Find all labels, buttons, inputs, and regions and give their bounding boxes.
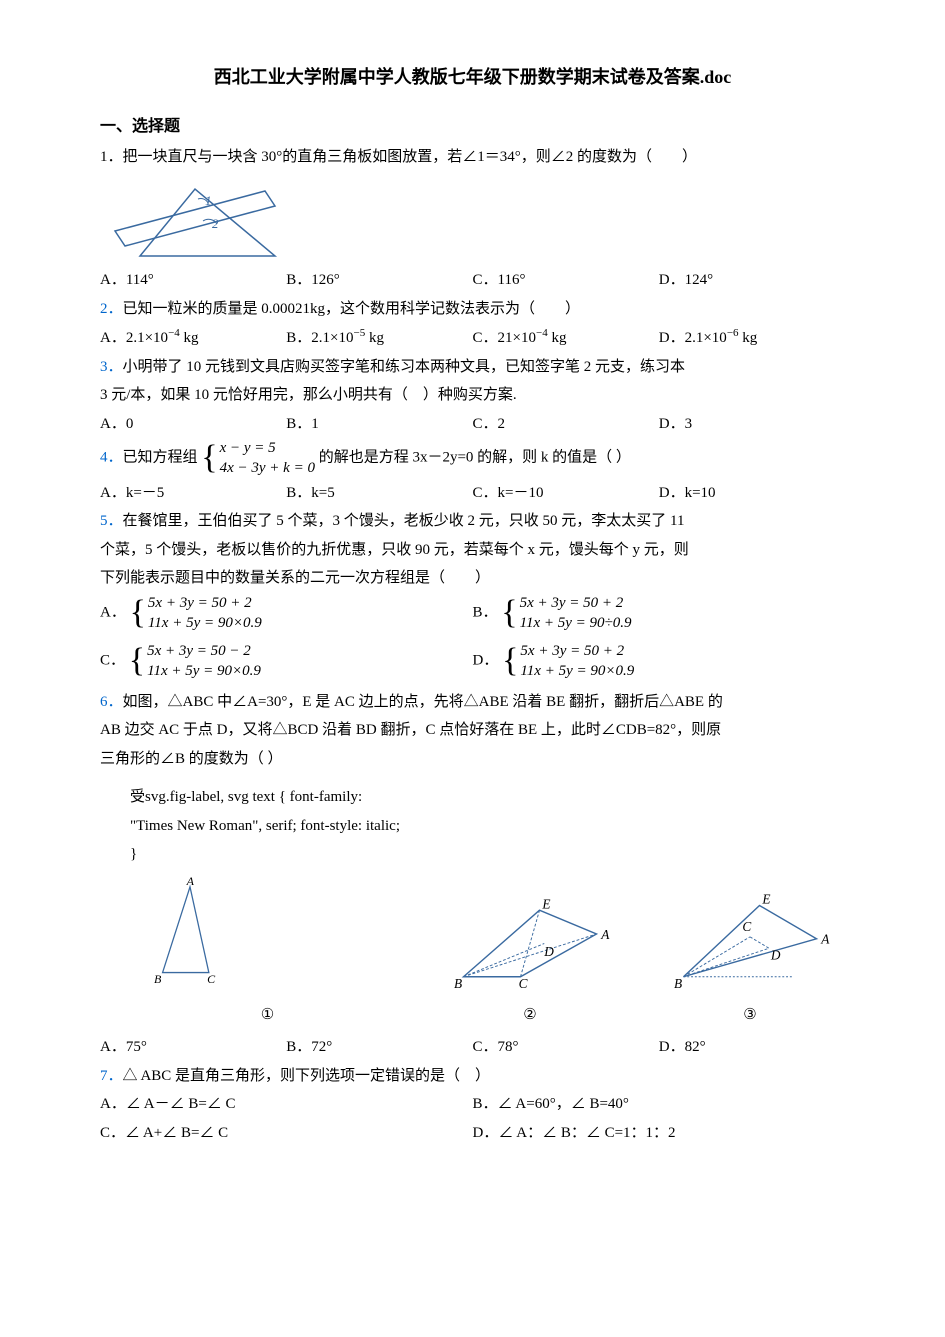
- question-5: 5．在餐馆里，王伯伯买了 5 个菜，3 个馒头，老板少收 2 元，只收 50 元…: [100, 507, 845, 536]
- doc-title: 西北工业大学附属中学人教版七年级下册数学期末试卷及答案.doc: [100, 60, 845, 94]
- q6-choices: A．75° B．72° C．78° D．82°: [100, 1033, 845, 1062]
- svg-text:A: A: [820, 931, 830, 946]
- q1-figure: 1 2: [100, 171, 845, 266]
- q5-choice-d: D． {5x + 3y = 50 + 211x + 5y = 90×0.9: [473, 641, 846, 682]
- q4-system: { x − y = 5 4x − 3y + k = 0: [201, 438, 315, 479]
- section-heading: 一、选择题: [100, 112, 845, 142]
- q6-fig3: B A E C D ③: [655, 869, 845, 1030]
- svg-text:C: C: [519, 976, 528, 991]
- q7-choices-row1: A．∠ A－∠ B=∠ C B．∠ A=60°，∠ B=40°: [100, 1090, 845, 1119]
- q6-figures: 受svg.fig-label, svg text { font-family: …: [130, 783, 845, 1029]
- q7-choice-d: D．∠ A：∠ B：∠ C=1：1：2: [473, 1119, 846, 1148]
- q1-text: 把一块直尺与一块含 30°的直角三角板如图放置，若∠1＝34°，则∠2 的度数为…: [123, 149, 698, 165]
- question-4: 4．已知方程组 { x − y = 5 4x − 3y + k = 0 的解也是…: [100, 438, 845, 479]
- q3-num: 3．: [100, 359, 123, 375]
- q3-line2: 3 元/本，如果 10 元恰好用完，那么小明共有（ ）种购买方案.: [100, 381, 845, 410]
- svg-text:E: E: [541, 896, 550, 911]
- q5-num: 5．: [100, 513, 123, 529]
- q4-choice-d: D．k=10: [659, 479, 845, 508]
- q3-choice-a: A．0: [100, 410, 286, 439]
- svg-text:2: 2: [212, 216, 219, 231]
- q2-text: 已知一粒米的质量是 0.00021kg，这个数用科学记数法表示为（ ）: [123, 301, 581, 317]
- q4-choices: A．k=－5 B．k=5 C．k=－10 D．k=10: [100, 479, 845, 508]
- brace-icon: {: [201, 441, 217, 475]
- q3-choices: A．0 B．1 C．2 D．3: [100, 410, 845, 439]
- q6-fig2-label: ②: [435, 1001, 625, 1030]
- q6-line3: 三角形的∠B 的度数为（ ）: [100, 745, 845, 774]
- q4-tail: 的解也是方程 3x－2y=0 的解，则 k 的值是（ ）: [319, 450, 631, 466]
- q7-choices-row2: C．∠ A+∠ B=∠ C D．∠ A：∠ B：∠ C=1：1：2: [100, 1119, 845, 1148]
- q7-choice-b: B．∠ A=60°，∠ B=40°: [473, 1090, 846, 1119]
- q6-line2: AB 边交 AC 于点 D，又将△BCD 沿着 BD 翻折，C 点恰好落在 BE…: [100, 716, 845, 745]
- q3-choice-c: C．2: [473, 410, 659, 439]
- q5-line2: 个菜，5 个馒头，老板以售价的九折优惠，只收 90 元，若菜每个 x 元，馒头每…: [100, 536, 845, 565]
- question-7: 7．△ ABC 是直角三角形，则下列选项一定错误的是（ ）: [100, 1062, 845, 1091]
- q2-num: 2．: [100, 301, 123, 317]
- q3-choice-d: D．3: [659, 410, 845, 439]
- q5-choice-c: C． {5x + 3y = 50 − 211x + 5y = 90×0.9: [100, 641, 473, 682]
- q6-fig1: 受svg.fig-label, svg text { font-family: …: [130, 783, 405, 1029]
- svg-text:E: E: [761, 891, 770, 906]
- q4-num: 4．: [100, 450, 123, 466]
- q1-choice-d: D．124°: [659, 266, 845, 295]
- q3-line1: 小明带了 10 元钱到文具店购买签字笔和练习本两种文具，已知签字笔 2 元支，练…: [123, 359, 686, 375]
- q1-choice-a: A．114°: [100, 266, 286, 295]
- q5-line3: 下列能表示题目中的数量关系的二元一次方程组是（ ）: [100, 564, 845, 593]
- svg-text:C: C: [207, 971, 216, 985]
- q7-text: △ ABC 是直角三角形，则下列选项一定错误的是（ ）: [123, 1068, 491, 1084]
- q4-choice-a: A．k=－5: [100, 479, 286, 508]
- svg-text:B: B: [454, 976, 462, 991]
- q6-choice-b: B．72°: [286, 1033, 472, 1062]
- q4-choice-b: B．k=5: [286, 479, 472, 508]
- q6-choice-a: A．75°: [100, 1033, 286, 1062]
- q6-choice-d: D．82°: [659, 1033, 845, 1062]
- q6-fig1-label: ①: [130, 1001, 405, 1030]
- question-3: 3．小明带了 10 元钱到文具店购买签字笔和练习本两种文具，已知签字笔 2 元支…: [100, 353, 845, 382]
- q6-num: 6．: [100, 694, 123, 710]
- question-1: 1．把一块直尺与一块含 30°的直角三角板如图放置，若∠1＝34°，则∠2 的度…: [100, 143, 845, 172]
- q2-choice-c: C．21×10−4 kg: [473, 323, 659, 353]
- svg-text:B: B: [674, 976, 682, 991]
- svg-text:B: B: [154, 971, 162, 985]
- svg-text:D: D: [770, 947, 781, 962]
- q5-choice-a: A． {5x + 3y = 50 + 211x + 5y = 90×0.9: [100, 593, 473, 634]
- q7-num: 7．: [100, 1068, 123, 1084]
- q6-fig3-label: ③: [655, 1001, 845, 1030]
- svg-text:D: D: [543, 943, 554, 958]
- question-6: 6．如图，△ABC 中∠A=30°，E 是 AC 边上的点，先将△ABE 沿着 …: [100, 688, 845, 717]
- svg-text:A: A: [600, 926, 610, 941]
- q6-choice-c: C．78°: [473, 1033, 659, 1062]
- q1-num: 1．: [100, 149, 123, 165]
- q2-choices: A．2.1×10−4 kg B．2.1×10−5 kg C．21×10−4 kg…: [100, 323, 845, 353]
- svg-text:C: C: [742, 919, 751, 934]
- q5-choice-b: B． {5x + 3y = 50 + 211x + 5y = 90÷0.9: [473, 593, 846, 634]
- q7-choice-c: C．∠ A+∠ B=∠ C: [100, 1119, 473, 1148]
- q5-choices-row1: A． {5x + 3y = 50 + 211x + 5y = 90×0.9 B．…: [100, 593, 845, 634]
- q4-choice-c: C．k=－10: [473, 479, 659, 508]
- q2-choice-a: A．2.1×10−4 kg: [100, 323, 286, 353]
- q3-choice-b: B．1: [286, 410, 472, 439]
- q4-eq1: x − y = 5: [220, 438, 315, 458]
- ruler-triangle-figure: 1 2: [100, 171, 300, 266]
- question-2: 2．已知一粒米的质量是 0.00021kg，这个数用科学记数法表示为（ ）: [100, 295, 845, 324]
- q5-choices-row2: C． {5x + 3y = 50 − 211x + 5y = 90×0.9 D．…: [100, 641, 845, 682]
- q5-line1: 在餐馆里，王伯伯买了 5 个菜，3 个馒头，老板少收 2 元，只收 50 元，李…: [123, 513, 685, 529]
- q4-eq2: 4x − 3y + k = 0: [220, 458, 315, 478]
- q7-choice-a: A．∠ A－∠ B=∠ C: [100, 1090, 473, 1119]
- q6-fig2: B C A E D ②: [435, 869, 625, 1030]
- q1-choices: A．114° B．126° C．116° D．124°: [100, 266, 845, 295]
- q2-choice-d: D．2.1×10−6 kg: [659, 323, 845, 353]
- q6-line1: 如图，△ABC 中∠A=30°，E 是 AC 边上的点，先将△ABE 沿着 BE…: [123, 694, 723, 710]
- q4-lead: 已知方程组: [123, 450, 198, 466]
- q1-choice-b: B．126°: [286, 266, 472, 295]
- svg-text:A: A: [186, 874, 195, 888]
- q2-choice-b: B．2.1×10−5 kg: [286, 323, 472, 353]
- q1-choice-c: C．116°: [473, 266, 659, 295]
